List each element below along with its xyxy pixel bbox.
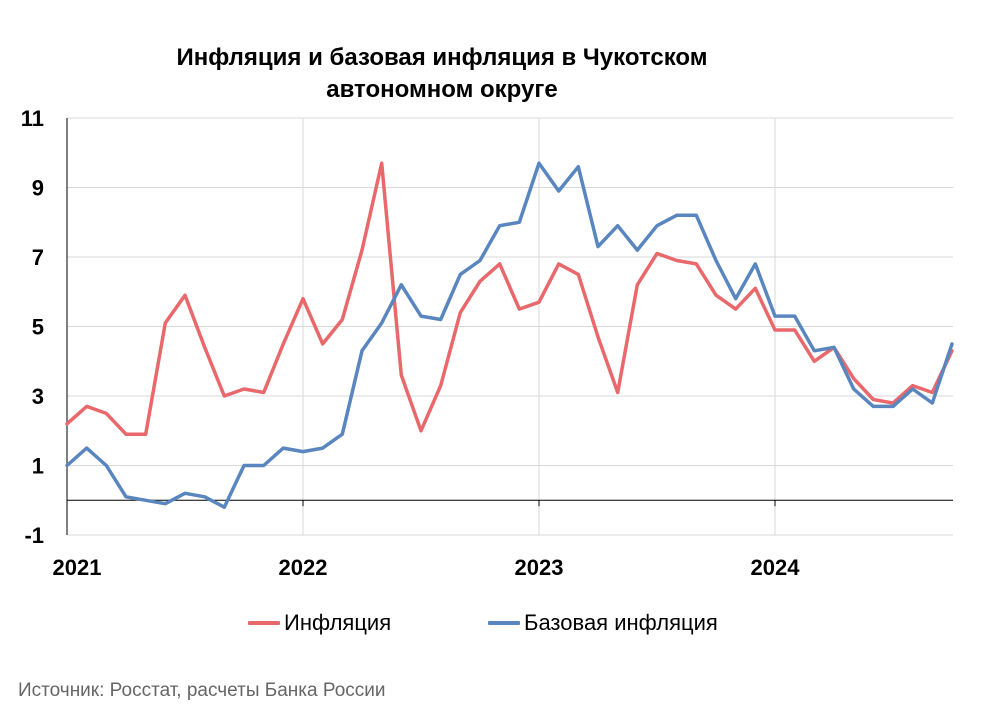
legend-swatch-inflation [248, 621, 280, 625]
x-tick-label: 2022 [279, 555, 328, 580]
legend-swatch-core [488, 621, 520, 625]
y-tick-label: 3 [32, 384, 44, 409]
chart-title-line-1: Инфляция и базовая инфляция в Чукотском [176, 44, 708, 71]
legend-label-inflation: Инфляция [284, 610, 392, 635]
chart-title-line-2: автономном округе [326, 76, 558, 103]
legend-label-core: Базовая инфляция [524, 610, 718, 635]
y-tick-label: 9 [32, 176, 44, 201]
series-line-inflation [65, 161, 954, 436]
source-note: Источник: Росстат, расчеты Банка России [18, 680, 386, 701]
x-tick-label: 2023 [515, 555, 564, 580]
chart-title: Инфляция и базовая инфляция в Чукотском … [0, 42, 884, 106]
y-tick-label: 7 [32, 245, 44, 270]
legend-item-inflation: Инфляция [248, 610, 391, 636]
legend-item-core: Базовая инфляция [488, 610, 718, 636]
y-tick-label: 5 [32, 315, 44, 340]
y-tick-label: 11 [21, 106, 44, 131]
y-tick-label: 1 [32, 454, 44, 479]
x-tick-label: 2021 [53, 555, 102, 580]
x-tick-label: 2024 [751, 555, 801, 580]
y-tick-label: -1 [24, 523, 44, 548]
series-line-core [65, 161, 954, 509]
chart-legend: Инфляция Базовая инфляция [0, 610, 994, 642]
